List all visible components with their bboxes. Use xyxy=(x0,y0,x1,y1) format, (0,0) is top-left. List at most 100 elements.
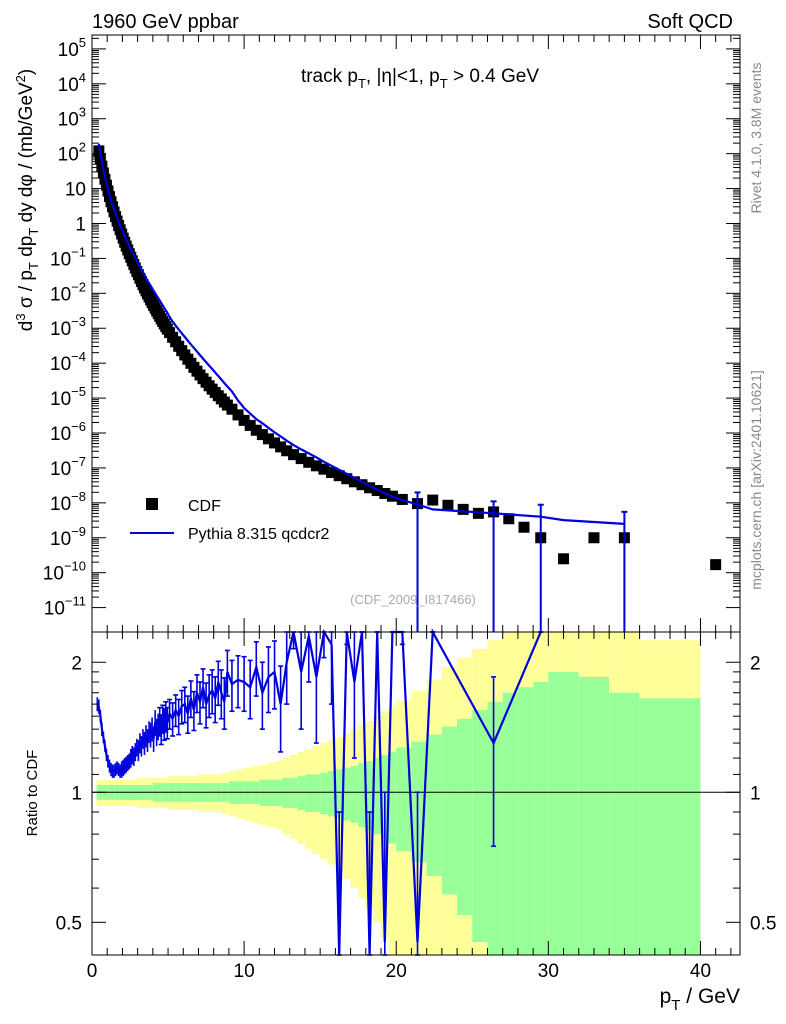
lower-y-tick-label: 0.5 xyxy=(56,913,82,934)
upper-y-tick-label: 10−7 xyxy=(50,454,86,480)
cdf-point xyxy=(295,453,307,465)
inner-band-segment xyxy=(350,766,359,823)
cdf-point xyxy=(288,449,300,461)
cdf-point xyxy=(310,460,322,472)
cdf-point xyxy=(269,437,281,449)
upper-y-tick-label: 10−8 xyxy=(50,489,86,515)
header-left: 1960 GeV ppbar xyxy=(92,11,239,33)
rivet-version-text: Rivet 4.1.0, 3.8M events xyxy=(748,63,764,214)
inner-band-segment xyxy=(358,762,366,828)
cdf-point xyxy=(256,429,268,441)
cdf-point xyxy=(503,513,515,525)
analysis-watermark: (CDF_2009_I817466) xyxy=(350,592,476,607)
inner-band-segment xyxy=(282,777,290,808)
upper-y-tick-label: 10−4 xyxy=(50,349,86,375)
cdf-point xyxy=(558,553,570,565)
cdf-point xyxy=(518,521,530,533)
cdf-point xyxy=(238,414,250,426)
x-axis-label: pT / GeV xyxy=(660,985,740,1014)
upper-y-axis-label: d3 σ / pT dpT dy dφ / (mb/GeV2) xyxy=(13,69,41,332)
cdf-point xyxy=(710,559,722,571)
upper-axes: 10510410310210110−110−210−310−410−510−61… xyxy=(43,35,740,632)
upper-y-tick-label: 102 xyxy=(58,140,86,166)
x-tick-label: 40 xyxy=(690,961,711,982)
inner-band-segment xyxy=(373,758,382,835)
inner-band-segment xyxy=(342,767,351,821)
mcplots-text: mcplots.cern.ch [arXiv:2401.10621] xyxy=(748,370,764,589)
cdf-point xyxy=(226,403,238,415)
uncertainty-bands xyxy=(96,632,701,955)
lower-y-tick-label-right: 1 xyxy=(750,783,761,804)
cdf-point xyxy=(232,409,244,421)
main-plot-panel: 10510410310210110−110−210−310−410−510−61… xyxy=(13,34,741,633)
lower-axes: 0.5 0.51 12 20 10 20 30 40 xyxy=(56,632,776,982)
inner-band-segment xyxy=(533,682,549,955)
lower-y-tick-label: 1 xyxy=(71,783,82,804)
cdf-point xyxy=(457,503,469,515)
upper-y-tick-label: 1 xyxy=(75,214,86,235)
cdf-point xyxy=(588,532,600,544)
upper-y-tick-label: 10−5 xyxy=(50,384,86,410)
cdf-point xyxy=(250,424,262,436)
upper-y-tick-label: 10−11 xyxy=(44,594,86,620)
inner-band-segment xyxy=(441,726,458,895)
upper-y-tick-label: 10−6 xyxy=(50,419,86,445)
inner-band-segment xyxy=(320,772,328,815)
inner-band-segment xyxy=(304,774,313,813)
cdf-point xyxy=(427,494,439,506)
inner-band-segment xyxy=(578,676,610,955)
cdf-point xyxy=(262,433,274,445)
inner-band-segment xyxy=(396,747,412,852)
cdf-point xyxy=(356,479,368,491)
cdf-point xyxy=(341,473,353,485)
upper-y-tick-label: 103 xyxy=(58,105,86,131)
upper-y-tick-label: 10−2 xyxy=(50,279,86,305)
upper-y-tick-label: 105 xyxy=(58,35,86,61)
inner-band-segment xyxy=(327,771,336,817)
upper-y-tick-label: 104 xyxy=(58,70,86,96)
inner-band-segment xyxy=(517,687,534,955)
inner-band-segment xyxy=(472,710,488,943)
inner-band-segment xyxy=(312,774,321,813)
cdf-point xyxy=(93,145,105,157)
inner-band-segment xyxy=(548,671,579,955)
inner-band-segment xyxy=(457,718,473,915)
x-tick-label: 0 xyxy=(87,961,98,982)
inner-band-segment xyxy=(609,692,640,955)
inner-band-segment xyxy=(639,698,701,955)
lower-frame xyxy=(91,631,741,956)
cdf-point xyxy=(303,456,315,468)
lower-y-tick-label: 2 xyxy=(71,653,82,674)
upper-y-tick-label: 10−10 xyxy=(43,559,86,585)
cdf-point xyxy=(348,476,360,488)
legend-cdf-label: CDF xyxy=(188,498,221,515)
header-right: Soft QCD xyxy=(647,11,733,33)
cdf-point xyxy=(275,441,287,453)
cdf-point xyxy=(333,470,345,482)
inner-band-segment xyxy=(487,701,503,955)
upper-y-tick-label: 10−9 xyxy=(50,524,86,550)
inner-band-segment xyxy=(297,776,305,810)
inner-band-segment xyxy=(388,751,397,844)
cdf-point xyxy=(281,445,293,457)
cdf-point xyxy=(318,463,330,475)
inner-band-segment xyxy=(502,692,518,955)
x-tick-label: 30 xyxy=(538,961,559,982)
legend: CDF Pythia 8.315 qcdcr2 xyxy=(130,498,330,543)
pythia-curve xyxy=(97,143,628,632)
upper-y-tick-label: 10 xyxy=(65,180,86,201)
lower-y-tick-label-right: 0.5 xyxy=(750,913,776,934)
upper-y-tick-label: 10−1 xyxy=(50,244,86,270)
x-tick-label: 20 xyxy=(386,961,407,982)
ratio-curve xyxy=(96,628,544,956)
cdf-point xyxy=(244,419,256,431)
ratio-plot-panel: 0.5 0.51 12 20 10 20 30 40 Ratio to CDF pT / Ge… xyxy=(24,628,776,1014)
lower-y-tick-label-right: 2 xyxy=(750,653,761,674)
legend-cdf-marker xyxy=(146,498,158,510)
plot-title: track pT, |η|<1, pT > 0.4 GeV xyxy=(301,66,539,91)
legend-mc-label: Pythia 8.315 qcdcr2 xyxy=(188,526,330,543)
inner-band-segment xyxy=(335,769,343,819)
pythia-line xyxy=(97,143,625,525)
inner-band-segment xyxy=(426,734,442,876)
